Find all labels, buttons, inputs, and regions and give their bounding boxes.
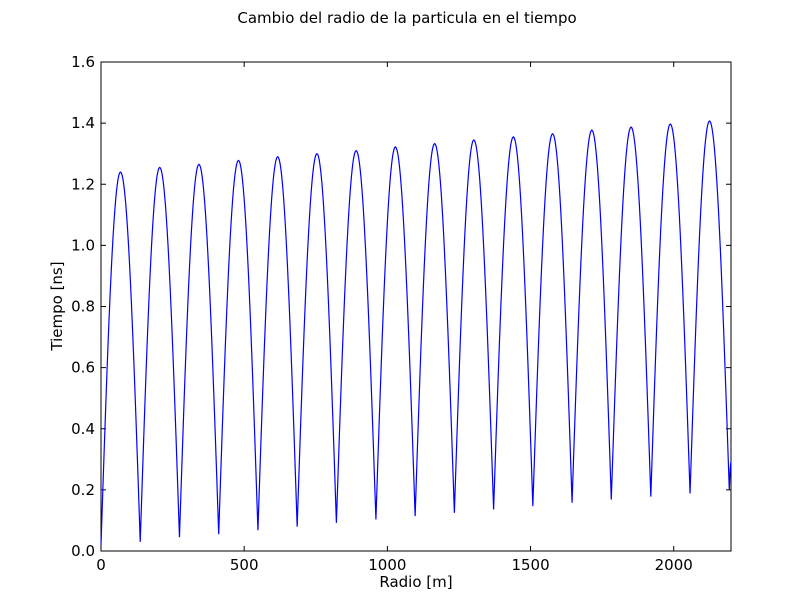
series-line: [100, 120, 732, 545]
x-tick-label: 1000: [368, 556, 406, 574]
y-tick-label: 1.0: [71, 236, 95, 254]
y-tick-label: 0.4: [71, 420, 95, 438]
x-tick-label: 500: [230, 556, 259, 574]
y-tick-label: 0.8: [71, 298, 95, 316]
x-tick-label: 0: [96, 556, 106, 574]
y-tick-label: 0.6: [71, 359, 95, 377]
y-tick-label: 1.2: [71, 175, 95, 193]
y-axis-label: Tiempo [ns]: [48, 261, 66, 351]
x-tick-label: 2000: [655, 556, 693, 574]
y-tick-label: 1.6: [71, 53, 95, 71]
y-tick-label: 0.2: [71, 481, 95, 499]
y-tick-label: 1.4: [71, 114, 95, 132]
x-axis-label: Radio [m]: [379, 573, 452, 591]
plot-area: [100, 61, 732, 552]
x-tick-label: 1500: [511, 556, 549, 574]
y-tick-label: 0.0: [71, 542, 95, 560]
x-axis-ticks: 0 500 1000 1500 2000: [96, 62, 693, 574]
y-axis-ticks: 0.0 0.2 0.4 0.6 0.8 1.0 1.2 1.4 1.6: [71, 53, 731, 560]
chart-title: Cambio del radio de la particula en el t…: [237, 9, 576, 27]
